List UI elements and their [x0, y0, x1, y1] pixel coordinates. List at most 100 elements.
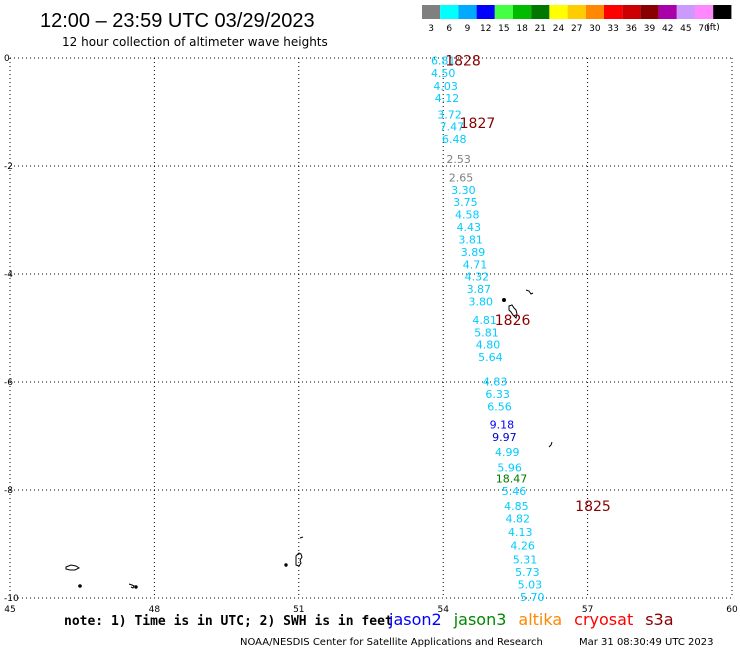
- wave-height-value: 4.12: [435, 92, 460, 105]
- x-tick-label: 57: [582, 605, 593, 615]
- wave-height-value: 5.64: [478, 351, 503, 364]
- wave-height-value: 3.72: [437, 109, 462, 122]
- color-swatch: [676, 5, 695, 19]
- island-aldabra: [295, 552, 303, 567]
- page-title: 12:00 – 23:59 UTC 03/29/2023: [40, 10, 315, 32]
- island-mahe: [508, 304, 518, 319]
- time-label: 1825: [575, 499, 611, 515]
- wave-height-value: 5.73: [515, 566, 540, 579]
- color-scale-label: 9: [465, 24, 471, 34]
- y-tick-label: -2: [4, 162, 13, 172]
- island-outlines: [65, 289, 553, 589]
- footer-timestamp: Mar 31 08:30:49 UTC 2023: [579, 637, 714, 648]
- color-swatch: [476, 5, 495, 19]
- island-small-c: [78, 584, 82, 588]
- satellite-name: s3a: [645, 610, 673, 629]
- island-dot: [502, 298, 506, 302]
- y-tick-label: -8: [4, 486, 13, 496]
- wave-height-value: 3.89: [461, 246, 486, 259]
- wave-height-value: 3.30: [451, 184, 476, 197]
- wave-height-value: 4.26: [510, 540, 535, 553]
- color-scale-label: 27: [571, 24, 582, 34]
- wave-height-value: 4.99: [495, 446, 520, 459]
- wave-height-value: 2.65: [449, 171, 474, 184]
- wave-height-value: 4.43: [456, 221, 481, 234]
- color-swatch: [422, 5, 441, 19]
- wave-height-value: 7.47: [440, 121, 465, 134]
- color-scale-label: 24: [553, 24, 565, 34]
- color-swatch: [549, 5, 568, 19]
- footer-credit: NOAA/NESDIS Center for Satellite Applica…: [240, 637, 543, 648]
- color-swatch: [585, 5, 604, 19]
- island-seychelles-north: [525, 289, 534, 295]
- wave-height-value: 4.81: [472, 314, 497, 327]
- color-scale-label: 33: [607, 24, 618, 34]
- x-tick-label: 60: [726, 605, 738, 615]
- color-scale-label: 15: [498, 24, 509, 34]
- satellite-name: jason3: [453, 610, 507, 629]
- wave-height-value: 9.18: [490, 419, 515, 432]
- y-tick-label: -10: [4, 594, 19, 604]
- wave-height-value: 4.03: [433, 80, 458, 93]
- wave-height-value: 6.56: [487, 400, 512, 413]
- wave-height-value: 4.58: [455, 209, 480, 222]
- color-scale-label: 30: [589, 24, 601, 34]
- map-grid: [9, 57, 733, 599]
- footer-note: note: 1) Time is in UTC; 2) SWH is in fe…: [64, 614, 393, 629]
- island-small-d: [128, 583, 135, 589]
- color-swatch: [695, 5, 714, 19]
- color-scale-label: 70: [698, 24, 710, 34]
- y-tick-label: -4: [4, 270, 13, 280]
- axis-tick-labels: 45 48 51 54 57 60 0 -2 -4 -6 -8 -10: [4, 54, 738, 615]
- color-swatch: [622, 5, 641, 19]
- color-scale-unit: (ft): [706, 23, 720, 33]
- color-scale-label: 12: [480, 24, 491, 34]
- satellite-legend: jason2 jason3 altika cryosat s3a: [388, 610, 674, 629]
- color-swatch: [640, 5, 659, 19]
- wave-height-value: 5.03: [518, 579, 543, 592]
- wave-height-value: 5.96: [497, 461, 522, 474]
- satellite-name: altika: [518, 610, 562, 629]
- color-swatch: [494, 5, 513, 19]
- color-swatch: [604, 5, 623, 19]
- wave-height-value: 4.50: [431, 67, 456, 80]
- color-scale-label: 39: [644, 24, 656, 34]
- color-swatch: [531, 5, 550, 19]
- color-scale-label: 18: [516, 24, 528, 34]
- color-scale-label: 21: [535, 24, 546, 34]
- color-swatch: [713, 5, 732, 19]
- wave-height-value: 3.81: [458, 233, 483, 246]
- wave-height-value: 4.32: [465, 271, 490, 284]
- color-swatch: [458, 5, 477, 19]
- x-tick-label: 45: [4, 605, 15, 615]
- wave-height-value: 5.31: [513, 554, 538, 567]
- color-scale-label: 45: [680, 24, 691, 34]
- wave-height-value: 4.13: [508, 526, 533, 539]
- wave-height-value: 9.97: [492, 431, 517, 444]
- wave-height-value: 4.85: [504, 500, 529, 513]
- color-swatch: [567, 5, 586, 19]
- wave-height-value: 5.46: [502, 485, 527, 498]
- wave-height-value: 6.81: [431, 55, 456, 68]
- color-scale-label: 6: [446, 24, 452, 34]
- wave-height-value: 18.47: [496, 473, 528, 486]
- satellite-name: cryosat: [574, 610, 633, 629]
- wave-height-value: 4.82: [506, 513, 531, 526]
- color-scale-label: 3: [428, 24, 434, 34]
- color-scale-legend: 3 6 9 12 15 18 21 24 27 30 33 36 39 42 45 70: [422, 5, 732, 34]
- x-tick-label: 51: [293, 605, 304, 615]
- wave-height-value: 6.48: [442, 133, 467, 146]
- x-tick-label: 54: [437, 605, 449, 615]
- wave-height-value: 4.80: [476, 339, 501, 352]
- wave-height-value: 4.71: [463, 258, 488, 271]
- wave-height-value: 2.53: [446, 153, 471, 166]
- wave-height-value: 4.83: [483, 375, 508, 388]
- color-scale-label: 36: [626, 24, 638, 34]
- color-swatch: [658, 5, 677, 19]
- wave-height-value: 3.87: [467, 283, 492, 296]
- time-label: 1828: [445, 54, 481, 70]
- wave-height-value: 6.33: [485, 388, 510, 401]
- satellite-name: jason2: [388, 610, 442, 629]
- x-tick-label: 48: [149, 605, 161, 615]
